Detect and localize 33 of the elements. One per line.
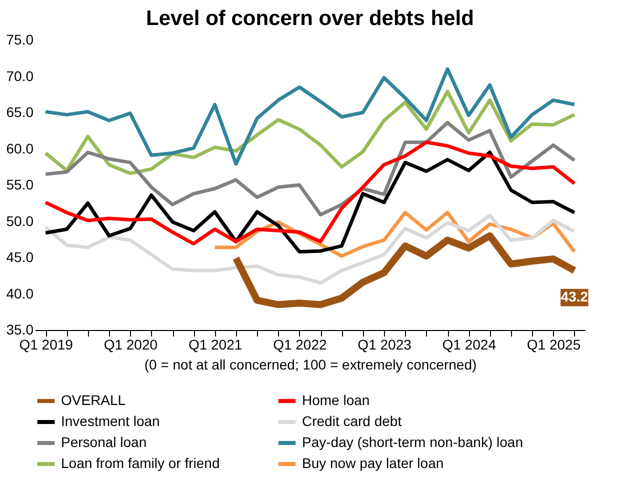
legend-label: Home loan — [302, 392, 370, 408]
x-tick-label: Q1 2025 — [526, 336, 581, 352]
chart-title: Level of concern over debts held — [146, 7, 474, 30]
x-tick-label: Q1 2023 — [358, 336, 412, 352]
x-tick-label: Q1 2019 — [19, 336, 74, 352]
line-series — [44, 140, 576, 246]
line-series — [44, 214, 576, 285]
legend-label: Credit card debt — [302, 413, 402, 429]
y-tick-label: 50.0 — [6, 212, 34, 229]
y-tick-label: 40.0 — [6, 285, 34, 302]
y-tick-label: 75.0 — [6, 32, 34, 48]
data-label: 43.2 — [560, 288, 588, 305]
x-tick-label: Q1 2021 — [188, 336, 242, 352]
legend-label: Pay-day (short-term non-bank) loan — [302, 434, 523, 450]
legend-label: Loan from family or friend — [61, 455, 220, 471]
x-tick-label: Q1 2022 — [273, 336, 327, 352]
y-tick-label: 60.0 — [6, 140, 34, 156]
legend-label: Investment loan — [61, 413, 160, 429]
line-series — [44, 90, 576, 176]
y-tick-label: 45.0 — [6, 249, 34, 265]
legend-label: Personal loan — [61, 434, 147, 450]
line-series — [44, 67, 576, 166]
y-tick-label: 70.0 — [6, 68, 34, 84]
legend-label: OVERALL — [61, 392, 126, 408]
y-tick-label: 35.0 — [6, 322, 34, 338]
legend-label: Buy now pay later loan — [302, 455, 444, 471]
x-tick-label: Q1 2020 — [104, 336, 158, 352]
line-series — [44, 150, 576, 254]
y-tick-label: 55.0 — [6, 176, 34, 192]
x-axis-title: (0 = not at all concerned; 100 = extremely concerned) — [144, 356, 477, 372]
line-series — [44, 120, 576, 216]
y-tick-label: 65.0 — [6, 104, 34, 120]
x-tick-label: Q1 2024 — [442, 336, 496, 352]
